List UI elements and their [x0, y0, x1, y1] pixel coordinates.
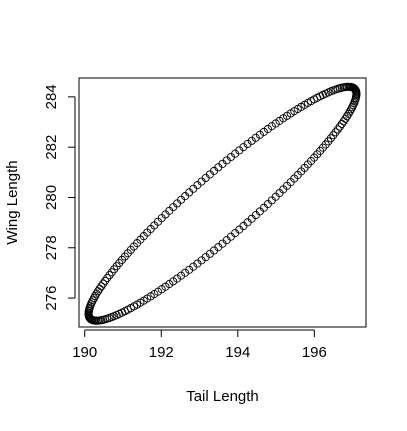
- data-point: [333, 125, 342, 134]
- data-point: [342, 112, 352, 121]
- y-tick-label: 284: [43, 84, 60, 109]
- x-tick-label: 194: [225, 344, 250, 361]
- data-point: [331, 128, 340, 137]
- y-axis-label: Wing Length: [4, 160, 21, 244]
- y-tick-label: 278: [43, 235, 60, 260]
- data-point: [329, 131, 338, 140]
- x-tick-label: 192: [149, 344, 174, 361]
- data-point: [255, 130, 264, 139]
- data-point: [259, 127, 268, 136]
- data-point: [177, 271, 186, 280]
- data-point: [105, 271, 114, 280]
- y-axis: 276 278 280 282 284: [43, 84, 76, 311]
- data-point: [103, 274, 112, 283]
- data-point: [181, 268, 190, 277]
- data-points: [84, 82, 361, 325]
- x-tick-label: 196: [302, 344, 327, 361]
- y-tick-label: 282: [43, 135, 60, 160]
- data-point: [335, 122, 344, 131]
- data-point: [101, 276, 110, 285]
- y-tick-label: 280: [43, 185, 60, 210]
- data-point: [345, 107, 354, 116]
- plot-frame: [78, 77, 367, 328]
- x-axis: 190 192 194 196: [72, 329, 327, 361]
- data-point: [91, 291, 100, 301]
- x-axis-label: Tail Length: [186, 388, 259, 405]
- data-point: [93, 287, 103, 296]
- data-point: [251, 133, 260, 142]
- data-point: [326, 134, 335, 143]
- data-point: [107, 268, 116, 277]
- data-point: [352, 91, 361, 100]
- data-point: [185, 265, 194, 274]
- y-tick-label: 276: [43, 286, 60, 311]
- data-point: [344, 109, 353, 118]
- x-tick-label: 190: [72, 344, 97, 361]
- data-point: [92, 289, 101, 298]
